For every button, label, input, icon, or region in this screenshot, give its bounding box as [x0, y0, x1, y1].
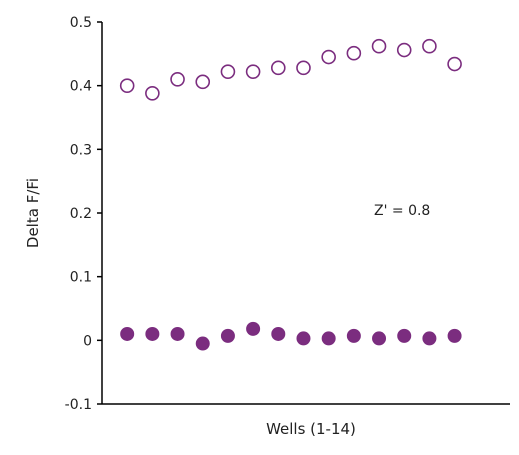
- filled-data-point: [321, 331, 336, 346]
- open-data-point: [145, 86, 160, 101]
- open-data-point: [422, 38, 437, 54]
- filled-data-point: [145, 326, 160, 341]
- open-data-point: [447, 56, 462, 72]
- y-axis-title: Delta F/Fi: [24, 178, 42, 248]
- open-data-point: [270, 60, 286, 76]
- open-data-point: [321, 49, 336, 65]
- y-tick-label: 0.1: [70, 270, 92, 286]
- axes: [101, 22, 510, 405]
- open-data-point: [195, 74, 211, 90]
- z-prime-annotation: Z' = 0.8: [374, 203, 430, 219]
- y-tick-label: 0.5: [70, 15, 92, 31]
- y-tick-label: 0.4: [70, 79, 92, 95]
- open-data-point: [296, 60, 311, 76]
- filled-data-point: [397, 328, 412, 343]
- open-data-point: [371, 38, 387, 54]
- filled-data-point: [372, 331, 387, 346]
- open-data-point: [245, 64, 261, 79]
- open-data-point: [396, 42, 412, 58]
- filled-data-point: [246, 321, 261, 336]
- filled-data-point: [120, 326, 135, 341]
- filled-data-point: [296, 331, 311, 346]
- filled-data-point: [271, 326, 286, 341]
- filled-data-point: [220, 328, 235, 343]
- filled-data-point: [422, 331, 437, 346]
- open-data-point: [220, 64, 236, 79]
- filled-data-point: [170, 326, 185, 341]
- y-tick-label: 0: [83, 333, 92, 349]
- filled-data-point: [346, 328, 361, 343]
- y-tick-label: 0.2: [70, 206, 92, 222]
- data-points: [119, 38, 462, 351]
- open-data-point: [170, 72, 185, 87]
- filled-data-point: [195, 336, 210, 351]
- x-axis-title: Wells (1-14): [266, 420, 356, 438]
- y-tick-label: -0.1: [65, 397, 92, 413]
- open-data-point: [119, 78, 135, 93]
- y-axis-ticks: -0.1 0 0.1 0.2 0.3 0.4 0.5: [65, 15, 102, 413]
- open-data-point: [346, 45, 362, 61]
- filled-data-point: [447, 328, 462, 343]
- y-tick-label: 0.3: [70, 142, 92, 158]
